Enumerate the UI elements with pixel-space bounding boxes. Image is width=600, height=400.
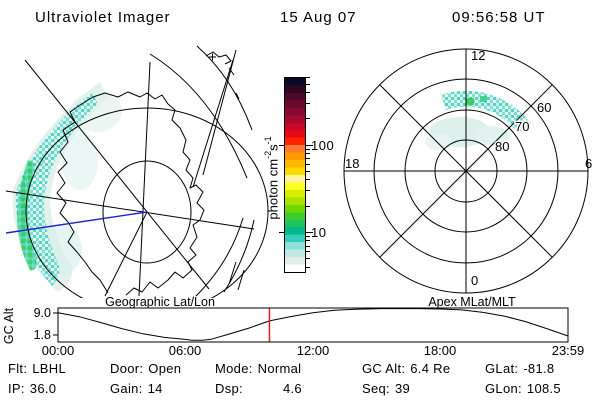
- mlat-label-70: 70: [515, 119, 529, 134]
- status-dsp: Dsp: 4.6: [215, 381, 302, 396]
- status-flt: Flt: LBHL: [8, 361, 66, 376]
- xtick-1200: 12:00: [297, 343, 330, 358]
- status-door: Door: Open: [110, 361, 182, 376]
- mlat-label-80: 80: [495, 139, 509, 154]
- status-mode: Mode: Normal: [215, 361, 302, 376]
- geographic-map: [5, 45, 269, 298]
- status-ip: IP: 36.0: [8, 381, 57, 396]
- colorbar-gradient: [284, 77, 306, 273]
- polar-plot-caption: Apex MLat/MLT: [428, 296, 516, 309]
- ytick-9: 9.0: [34, 306, 51, 320]
- status-glon: GLon: 108.5: [485, 381, 561, 396]
- colorbar-tick-label-10: 10: [311, 225, 327, 240]
- xtick-0600: 06:00: [169, 343, 202, 358]
- status-gc-alt: GC Alt: 6.4 Re: [362, 361, 451, 376]
- meridian-lines: [5, 49, 255, 297]
- orbit-curve: [57, 308, 568, 341]
- xtick-2359: 23:59: [552, 343, 585, 358]
- y-axis-ticks: [53, 312, 58, 336]
- mlt-label-18: 18: [345, 156, 359, 171]
- plot-frame: [57, 307, 569, 343]
- geo-map-caption: Geographic Lat/Lon: [105, 296, 215, 309]
- y-axis-label: GC Alt: [2, 307, 16, 344]
- latitude-circles: [25, 45, 269, 298]
- antarctica-coastline: [56, 91, 205, 296]
- colorbar-unit-label: photon cm-2s-1: [263, 136, 281, 220]
- mlt-label-6: 6: [585, 156, 592, 171]
- xtick-0000: 00:00: [42, 343, 75, 358]
- time-label: 09:56:58 UT: [452, 9, 546, 26]
- spacecraft-track-line: [5, 211, 148, 234]
- coastline-islands: [205, 51, 240, 100]
- apex-polar-plot: 12 18 6 0 60 70 80: [343, 48, 592, 294]
- status-gain: Gain: 14: [110, 381, 163, 396]
- status-seq: Seq: 39: [362, 381, 411, 396]
- mlt-spokes: [344, 49, 588, 293]
- mlat-label-60: 60: [537, 100, 551, 115]
- plus-mark: [209, 53, 216, 61]
- mlt-label-0: 0: [471, 273, 478, 288]
- page-title: Ultraviolet Imager: [35, 9, 171, 26]
- status-glat: GLat: -81.8: [485, 361, 555, 376]
- colorbar-ticks: [279, 76, 324, 273]
- mlt-label-12: 12: [471, 48, 485, 63]
- orbit-altitude-plot: Geographic Lat/Lon Apex MLat/MLT 9.0 1.8…: [2, 296, 585, 358]
- aurora-patch-polar: [425, 90, 531, 150]
- ytick-1.8: 1.8: [34, 328, 51, 342]
- date-label: 15 Aug 07: [280, 9, 357, 26]
- colorbar-tick-label-100: 100: [311, 138, 335, 153]
- xtick-1800: 18:00: [424, 343, 457, 358]
